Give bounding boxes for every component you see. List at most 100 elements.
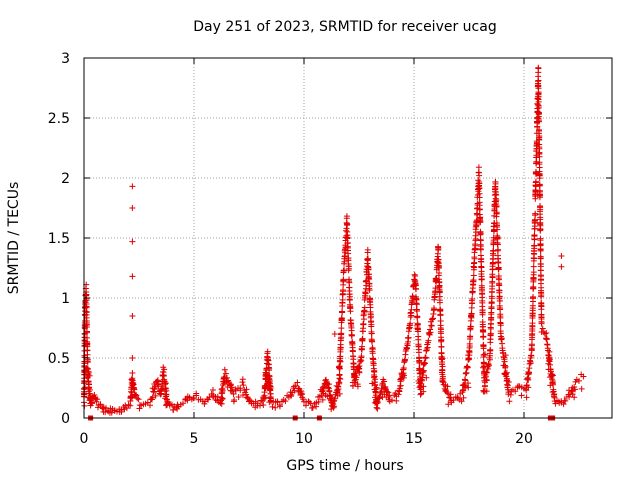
data-point [578,385,585,392]
data-point [446,394,453,401]
data-point [505,378,512,385]
y-axis-label: SRMTID / TECUs [6,182,22,295]
data-point [420,383,427,390]
data-point [536,182,543,189]
axis-ticks: 0 5 10 15 20 0 0.5 1 1.5 2 2.5 3 [48,51,612,447]
data-point [260,401,267,408]
data-point [377,389,384,396]
data-point [302,402,309,409]
data-point [161,366,168,373]
data-point [477,246,484,253]
data-point [568,388,575,395]
data-point [437,326,444,333]
data-point [307,400,314,407]
data-point [467,334,474,341]
data-point [118,408,125,415]
data-point [483,369,490,376]
data-point [427,329,434,336]
data-point [476,172,483,179]
data-point [458,398,465,405]
data-point [436,270,443,277]
data-point [496,287,503,294]
data-point [405,334,412,341]
data-point [541,330,548,337]
data-point [400,370,407,377]
data-point [162,380,169,387]
data-point [464,364,471,371]
data-point [539,325,546,332]
data-point [155,381,162,388]
data-point [493,210,500,217]
data-point [432,285,439,292]
data-point [369,338,376,345]
data-point [531,251,538,258]
data-point [353,374,360,381]
data-point [558,253,565,259]
data-point [315,398,322,405]
data-point [481,382,488,389]
data-point [438,344,445,351]
data-point [264,348,271,355]
data-point [365,266,372,273]
data-point [129,313,136,319]
data-point [532,210,539,217]
grid-lines [84,58,612,418]
y-tick-label: 3 [61,51,70,67]
data-point [308,405,315,412]
data-point [227,381,234,388]
data-point [439,369,446,376]
data-point [358,353,365,360]
data-point [336,365,343,372]
data-point [345,265,352,272]
data-point [244,394,251,401]
data-point [385,393,392,400]
data-point [282,398,289,405]
data-point [494,234,501,241]
data-point [489,274,496,281]
data-point [344,234,351,241]
data-point [149,394,156,401]
data-point [135,396,142,403]
data-point [350,382,357,389]
data-point [439,378,446,385]
data-point [393,397,400,404]
data-point [319,396,326,403]
data-point [470,272,477,279]
data-point [560,401,567,408]
data-point [530,263,537,270]
data-point [480,345,487,352]
data-point [360,321,367,328]
data-point [408,312,415,319]
data-point [359,343,366,350]
data-point [367,296,374,303]
data-point [536,126,543,133]
data-point [495,246,502,253]
data-point [472,242,479,249]
data-point [131,386,138,393]
data-point [480,333,487,340]
data-point [341,258,348,265]
data-point [420,388,427,395]
data-point [409,298,416,305]
data-point [472,236,479,243]
data-point [205,396,212,403]
data-point [232,386,239,393]
data-point [83,321,90,328]
y-tick-label: 1.5 [48,231,70,247]
data-point [571,394,578,401]
data-point [97,401,104,408]
data-point [437,317,444,324]
data-point [428,322,435,329]
data-point [129,355,136,361]
data-point [240,382,247,389]
data-point [152,392,159,399]
data-point [338,317,345,324]
data-point [507,391,514,398]
data-point [346,293,353,300]
data-point [313,403,320,410]
data-point [338,325,345,332]
data-point [392,390,399,397]
data-point [422,354,429,361]
data-point [93,398,100,405]
data-point [531,242,538,249]
